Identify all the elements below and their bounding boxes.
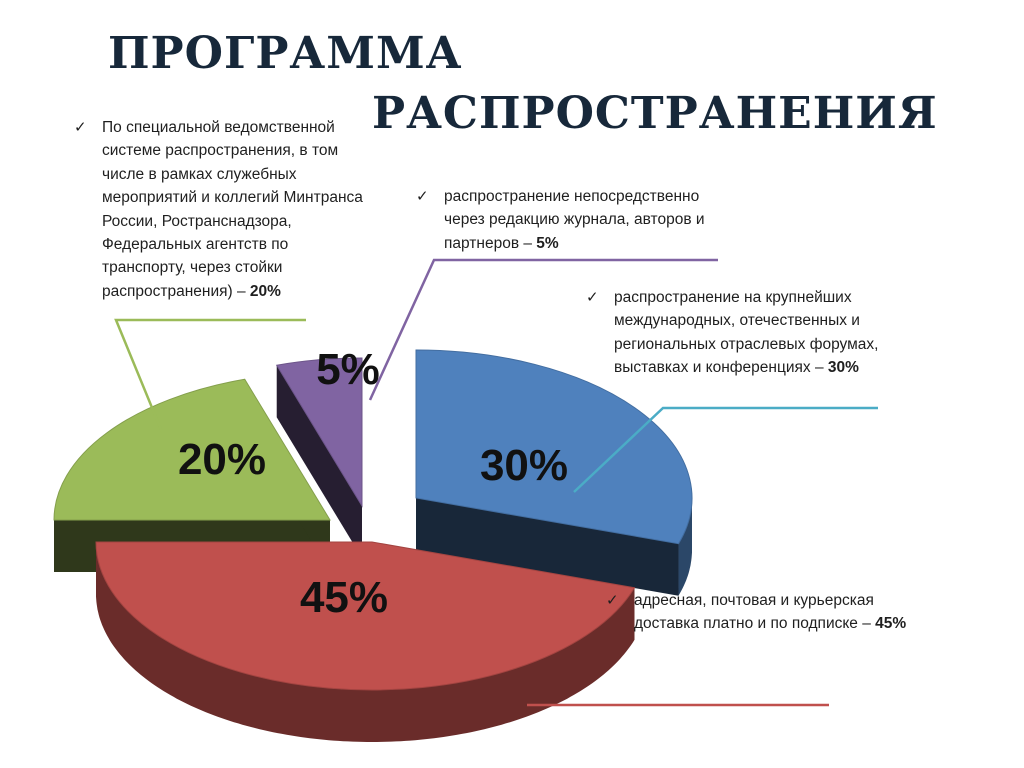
connector-30	[573, 406, 878, 493]
title-line-2: РАСПРОСТРАНЕНИЯ	[372, 88, 938, 139]
slice-5-side-0	[276, 365, 362, 558]
slice-45	[95, 541, 636, 691]
check-icon: ✓	[74, 118, 87, 136]
slice-label-45: 45%	[300, 573, 388, 622]
note-text: распространение непосредственно через ре…	[444, 188, 705, 252]
slice-5	[275, 357, 363, 508]
note-percent: 5%	[536, 234, 559, 252]
slice-30-side-1	[416, 498, 679, 596]
title-line-1: ПРОГРАММА	[108, 28, 463, 79]
slice-label-20: 20%	[178, 435, 266, 484]
connector-20	[114, 318, 306, 433]
check-icon: ✓	[416, 187, 429, 205]
note-text: По специальной ведомственной системе рас…	[102, 119, 363, 300]
note-percent: 20%	[249, 282, 281, 300]
slice-45-wall-0	[96, 542, 635, 742]
note-30: ✓ распространение на крупнейших междунар…	[586, 286, 904, 380]
connector-5	[368, 258, 718, 401]
note-20: ✓ По специальной ведомственной системе р…	[74, 116, 370, 303]
check-icon: ✓	[586, 288, 599, 306]
note-text: распространение на крупнейших международ…	[614, 289, 879, 377]
note-text: адресная, почтовая и курьерская доставка…	[634, 592, 876, 633]
note-5: ✓ распространение непосредственно через …	[416, 185, 734, 255]
note-percent: 30%	[827, 359, 859, 377]
note-percent: 45%	[875, 615, 907, 633]
slice-30	[415, 349, 693, 545]
note-45: ✓ адресная, почтовая и курьерская достав…	[606, 589, 914, 636]
slice-20	[53, 378, 331, 521]
slice-label-30: 30%	[480, 441, 568, 490]
slice-label-5: 5%	[316, 345, 380, 394]
check-icon: ✓	[606, 591, 619, 609]
